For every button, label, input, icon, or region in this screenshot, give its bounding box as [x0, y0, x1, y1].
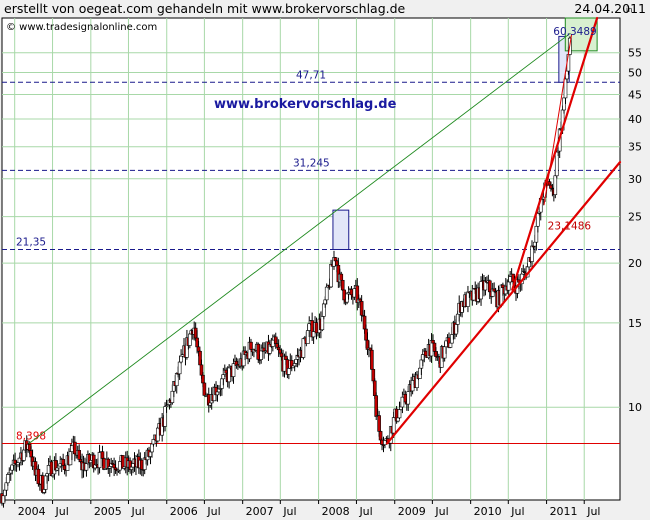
- candle-body: [249, 341, 253, 350]
- candle-body: [329, 264, 333, 288]
- x-tick-label: Jul: [55, 505, 69, 518]
- candle-body: [227, 367, 231, 383]
- trend-line: [511, 16, 599, 291]
- y-tick-label: 45: [628, 88, 642, 101]
- candle-body: [311, 331, 316, 338]
- trend-line: [28, 32, 571, 444]
- x-tick-label: 2007: [246, 505, 274, 518]
- y-tick-label: 40: [628, 113, 642, 126]
- x-tick-label: Jul: [510, 505, 524, 518]
- brand-text: www.brokervorschlag.de: [214, 97, 397, 112]
- x-tick-label: 2009: [398, 505, 426, 518]
- candle-body: [340, 279, 345, 291]
- y-tick-label: 20: [628, 257, 642, 270]
- y-tick-label: 25: [628, 211, 642, 224]
- candle-body: [301, 338, 306, 358]
- candle-body: [508, 276, 512, 283]
- candle-body: [287, 368, 291, 375]
- value-label: 60,3489: [553, 26, 596, 38]
- y-tick-label: 35: [628, 141, 642, 154]
- level-label: 31,245: [293, 157, 330, 169]
- y-tick-label: 50: [628, 67, 642, 80]
- x-tick-label: 2005: [94, 505, 122, 518]
- candle-body: [406, 391, 411, 405]
- x-tick-label: 2010: [474, 505, 502, 518]
- candle-body: [177, 361, 182, 375]
- y-tick-label: 55: [628, 47, 642, 60]
- x-tick-label: Jul: [358, 505, 372, 518]
- trend-line: [385, 161, 622, 445]
- y-tick-label: 30: [628, 173, 642, 186]
- watermark-text: © www.tradesignalonline.com: [6, 22, 157, 33]
- candle-body: [231, 363, 236, 377]
- candle-body: [400, 396, 405, 408]
- trend-line: [543, 34, 573, 206]
- x-tick-label: 2008: [322, 505, 350, 518]
- y-tick-label: 10: [628, 401, 642, 414]
- candle-body: [391, 417, 396, 434]
- x-tick-label: 2004: [18, 505, 46, 518]
- candle-body: [370, 349, 374, 370]
- x-tick-label: Jul: [206, 505, 220, 518]
- plot-area: [1, 17, 621, 501]
- level-label: 21,35: [16, 236, 46, 248]
- candle-body: [271, 339, 275, 347]
- x-tick-label: 2006: [170, 505, 198, 518]
- highlight-box: [332, 209, 350, 250]
- candle-body: [377, 415, 381, 432]
- chart-date: 24.04.2011: [574, 1, 646, 16]
- x-tick-label: Jul: [434, 505, 448, 518]
- candle-body: [324, 286, 329, 301]
- chart-title: erstellt von oegeat.com gehandeln mit ww…: [4, 1, 406, 16]
- level-label: 8,398: [16, 431, 46, 443]
- y-tick-label: 15: [628, 317, 642, 330]
- candle-body: [6, 474, 10, 484]
- candle-body: [259, 350, 263, 360]
- candle-body: [397, 409, 402, 419]
- x-tick-label: 2011: [550, 505, 578, 518]
- candle-body: [553, 175, 558, 195]
- candle-body: [188, 333, 192, 346]
- x-tick-label: Jul: [586, 505, 600, 518]
- candle-body: [201, 374, 205, 384]
- value-label: 23,1486: [548, 221, 592, 233]
- x-tick-label: Jul: [130, 505, 144, 518]
- candle-body: [339, 273, 344, 281]
- y-unit-label: in: [626, 6, 632, 14]
- x-tick-label: Jul: [282, 505, 296, 518]
- level-label: 47,71: [296, 69, 326, 81]
- candle-body: [156, 427, 160, 442]
- candle-body: [448, 342, 453, 348]
